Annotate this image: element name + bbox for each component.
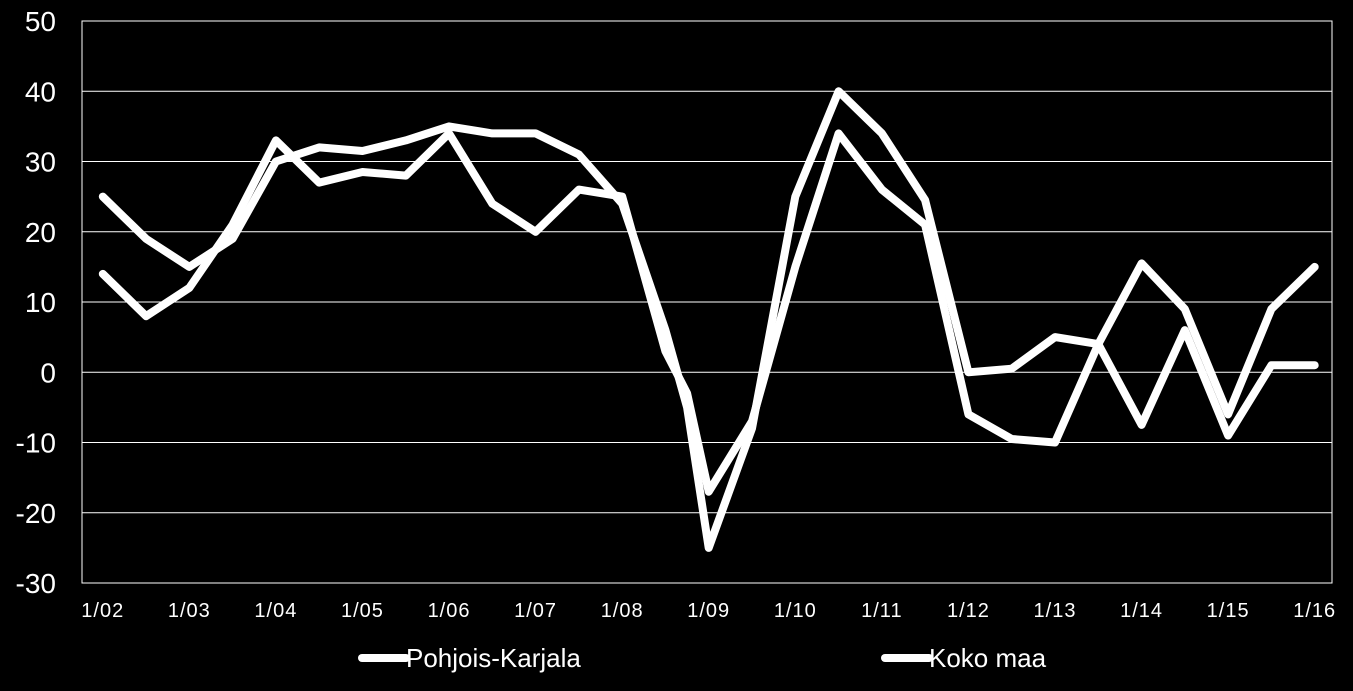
series-line-1 — [98, 129, 1319, 496]
legend-label: Koko maa — [929, 643, 1047, 673]
legend: Pohjois-Karjala Koko maa — [358, 643, 1047, 673]
x-tick-label: 1/16 — [1293, 600, 1336, 622]
plot-area-frame — [81, 20, 1333, 584]
y-tick-label: -20 — [16, 498, 56, 529]
y-axis-tick-labels: 50 40 30 20 10 0 -10 -20 -30 — [16, 6, 56, 599]
y-tick-label: 40 — [25, 76, 56, 107]
series-lines — [98, 87, 1319, 552]
x-tick-label: 1/07 — [514, 600, 557, 622]
legend-label: Pohjois-Karjala — [406, 643, 581, 673]
series-line-2 — [98, 87, 1319, 552]
y-tick-label: 20 — [25, 217, 56, 248]
x-axis-tick-labels: 1/02 1/03 1/04 1/05 1/06 1/07 1/08 1/09 1/10 1/11… — [81, 600, 1336, 622]
x-tick-label: 1/03 — [168, 600, 211, 622]
y-tick-label: -30 — [16, 568, 56, 599]
y-tick-label: 30 — [25, 147, 56, 178]
y-tick-label: 50 — [25, 6, 56, 37]
x-tick-label: 1/09 — [687, 600, 730, 622]
x-tick-label: 1/14 — [1120, 600, 1163, 622]
x-tick-label: 1/08 — [601, 600, 644, 622]
y-tick-label: -10 — [16, 428, 56, 459]
y-tick-label: 0 — [40, 357, 56, 388]
gridlines — [81, 20, 1333, 584]
x-tick-label: 1/12 — [947, 600, 990, 622]
y-tick-label: 10 — [25, 287, 56, 318]
x-tick-label: 1/02 — [81, 600, 124, 622]
x-tick-label: 1/06 — [428, 600, 471, 622]
x-tick-label: 1/10 — [774, 600, 817, 622]
x-tick-label: 1/15 — [1207, 600, 1250, 622]
x-tick-label: 1/05 — [341, 600, 384, 622]
x-tick-label: 1/11 — [861, 600, 902, 622]
x-tick-label: 1/04 — [254, 600, 297, 622]
x-tick-label: 1/13 — [1034, 600, 1077, 622]
